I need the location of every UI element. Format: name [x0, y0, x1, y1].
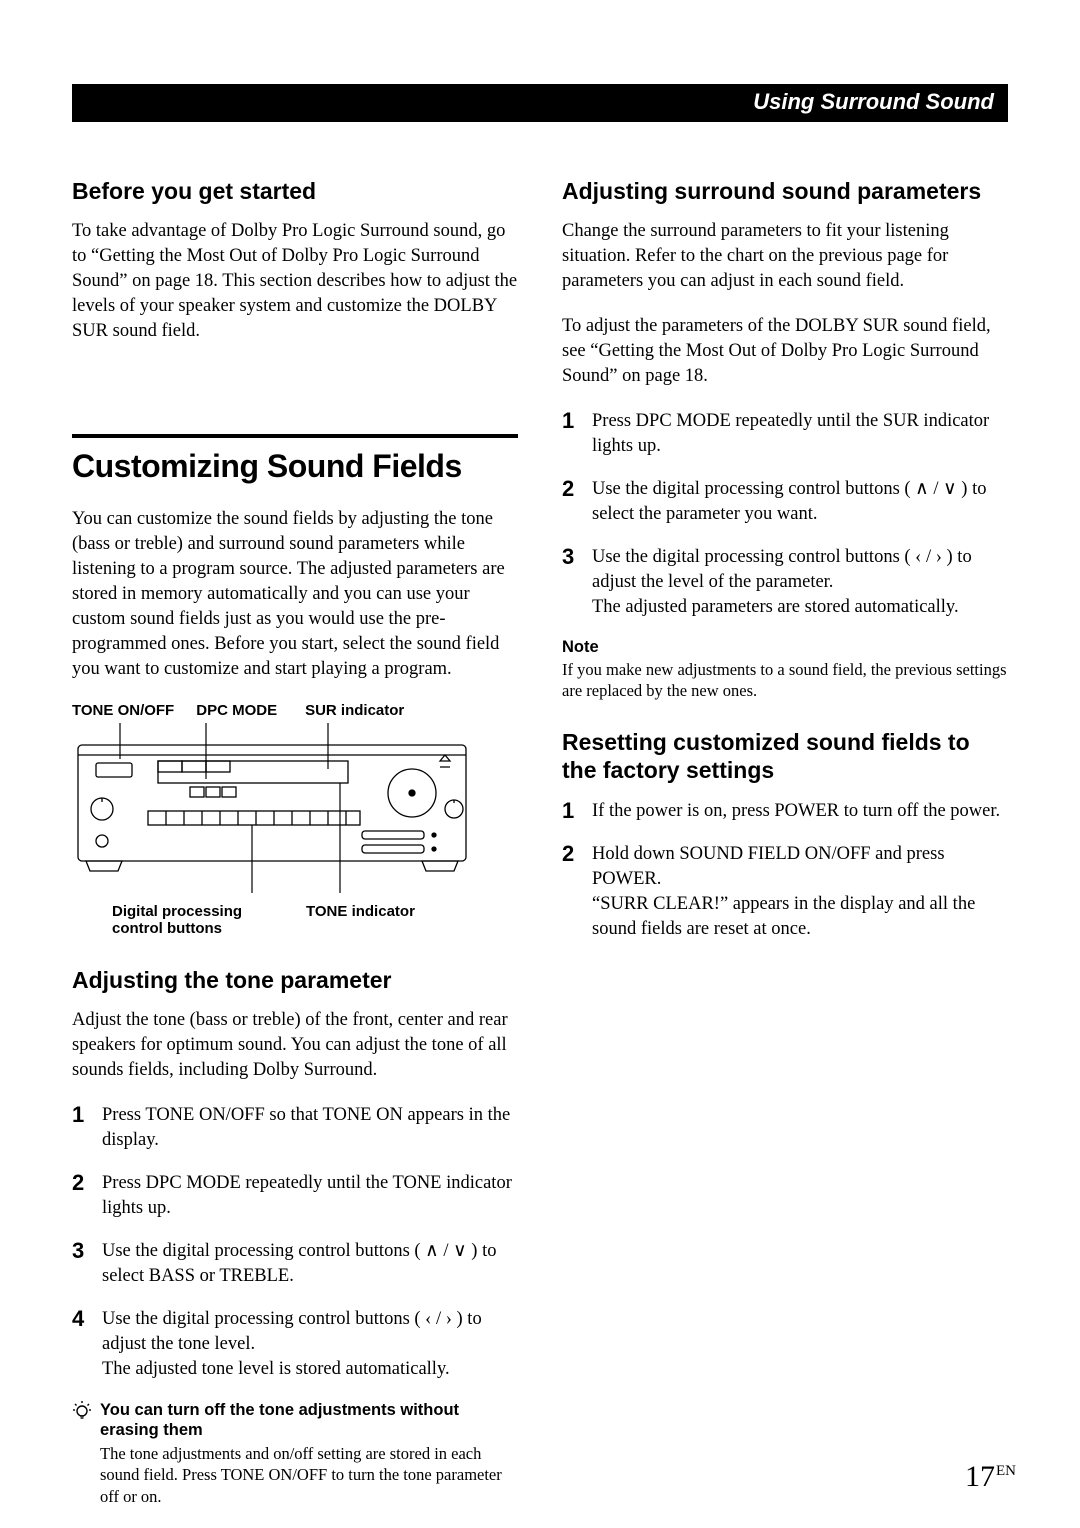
tip-icon [72, 1400, 92, 1508]
before-heading: Before you get started [72, 178, 518, 205]
surround-step-1-text: Press DPC MODE repeatedly until the SUR … [592, 409, 1008, 459]
before-body: To take advantage of Dolby Pro Logic Sur… [72, 219, 518, 344]
callout-dpc-mode: DPC MODE [196, 702, 277, 719]
callout-sur-indicator: SUR indicator [305, 702, 404, 719]
tone-intro: Adjust the tone (bass or treble) of the … [72, 1008, 518, 1083]
reset-step-1: If the power is on, press POWER to turn … [562, 799, 1008, 824]
surround-step-2: Use the digital processing control butto… [562, 477, 1008, 527]
page: Using Surround Sound Before you get star… [0, 0, 1080, 1507]
page-number: 17EN [965, 1460, 1016, 1494]
receiver-diagram [72, 723, 518, 897]
receiver-svg [72, 723, 472, 897]
tone-step-1-text: Press TONE ON/OFF so that TONE ON appear… [102, 1103, 518, 1153]
page-number-value: 17 [965, 1460, 995, 1493]
surround-step-2-text: Use the digital processing control butto… [592, 477, 1008, 527]
callout-dpc-buttons: Digital processing control buttons [112, 903, 282, 938]
note-heading: Note [562, 638, 1008, 657]
diagram-top-callouts: TONE ON/OFF DPC MODE SUR indicator [72, 702, 518, 719]
reset-step-1-text: If the power is on, press POWER to turn … [592, 799, 1000, 824]
reset-heading: Resetting customized sound fields to the… [562, 729, 1008, 784]
customizing-intro: You can customize the sound fields by ad… [72, 507, 518, 682]
surround-step-1: Press DPC MODE repeatedly until the SUR … [562, 409, 1008, 459]
reset-step-2-text: Hold down SOUND FIELD ON/OFF and press P… [592, 842, 1008, 942]
tip-content: You can turn off the tone adjustments wi… [100, 1400, 518, 1508]
tip-title: You can turn off the tone adjustments wi… [100, 1400, 518, 1441]
surround-heading: Adjusting surround sound parameters [562, 178, 1008, 205]
tip-block: You can turn off the tone adjustments wi… [72, 1400, 518, 1508]
tip-body: The tone adjustments and on/off setting … [100, 1443, 518, 1507]
tone-step-1: Press TONE ON/OFF so that TONE ON appear… [72, 1103, 518, 1153]
customizing-heading: Customizing Sound Fields [72, 448, 518, 485]
surround-step-3-text: Use the digital processing control butto… [592, 545, 1008, 620]
tone-steps: Press TONE ON/OFF so that TONE ON appear… [72, 1103, 518, 1382]
two-column-layout: Before you get started To take advantage… [72, 178, 1008, 1507]
reset-steps: If the power is on, press POWER to turn … [562, 799, 1008, 942]
reset-step-2: Hold down SOUND FIELD ON/OFF and press P… [562, 842, 1008, 942]
note-body: If you make new adjustments to a sound f… [562, 659, 1008, 702]
tone-step-2-text: Press DPC MODE repeatedly until the TONE… [102, 1171, 518, 1221]
diagram-bottom-callouts: Digital processing control buttons TONE … [72, 903, 518, 938]
left-column: Before you get started To take advantage… [72, 178, 518, 1507]
callout-tone-onoff: TONE ON/OFF [72, 702, 174, 719]
surround-p2: To adjust the parameters of the DOLBY SU… [562, 314, 1008, 389]
section-rule [72, 434, 518, 448]
tone-step-2: Press DPC MODE repeatedly until the TONE… [72, 1171, 518, 1221]
surround-steps: Press DPC MODE repeatedly until the SUR … [562, 409, 1008, 620]
section-header-bar: Using Surround Sound [72, 84, 1008, 122]
tone-step-4: Use the digital processing control butto… [72, 1307, 518, 1382]
callout-tone-indicator: TONE indicator [306, 903, 415, 938]
surround-step-3: Use the digital processing control butto… [562, 545, 1008, 620]
right-column: Adjusting surround sound parameters Chan… [562, 178, 1008, 1507]
surround-p1: Change the surround parameters to fit yo… [562, 219, 1008, 294]
tone-step-3-text: Use the digital processing control butto… [102, 1239, 518, 1289]
page-number-suffix: EN [996, 1463, 1016, 1479]
tone-heading: Adjusting the tone parameter [72, 967, 518, 994]
tone-step-4-text: Use the digital processing control butto… [102, 1307, 518, 1382]
tone-step-3: Use the digital processing control butto… [72, 1239, 518, 1289]
section-title: Using Surround Sound [753, 89, 994, 114]
